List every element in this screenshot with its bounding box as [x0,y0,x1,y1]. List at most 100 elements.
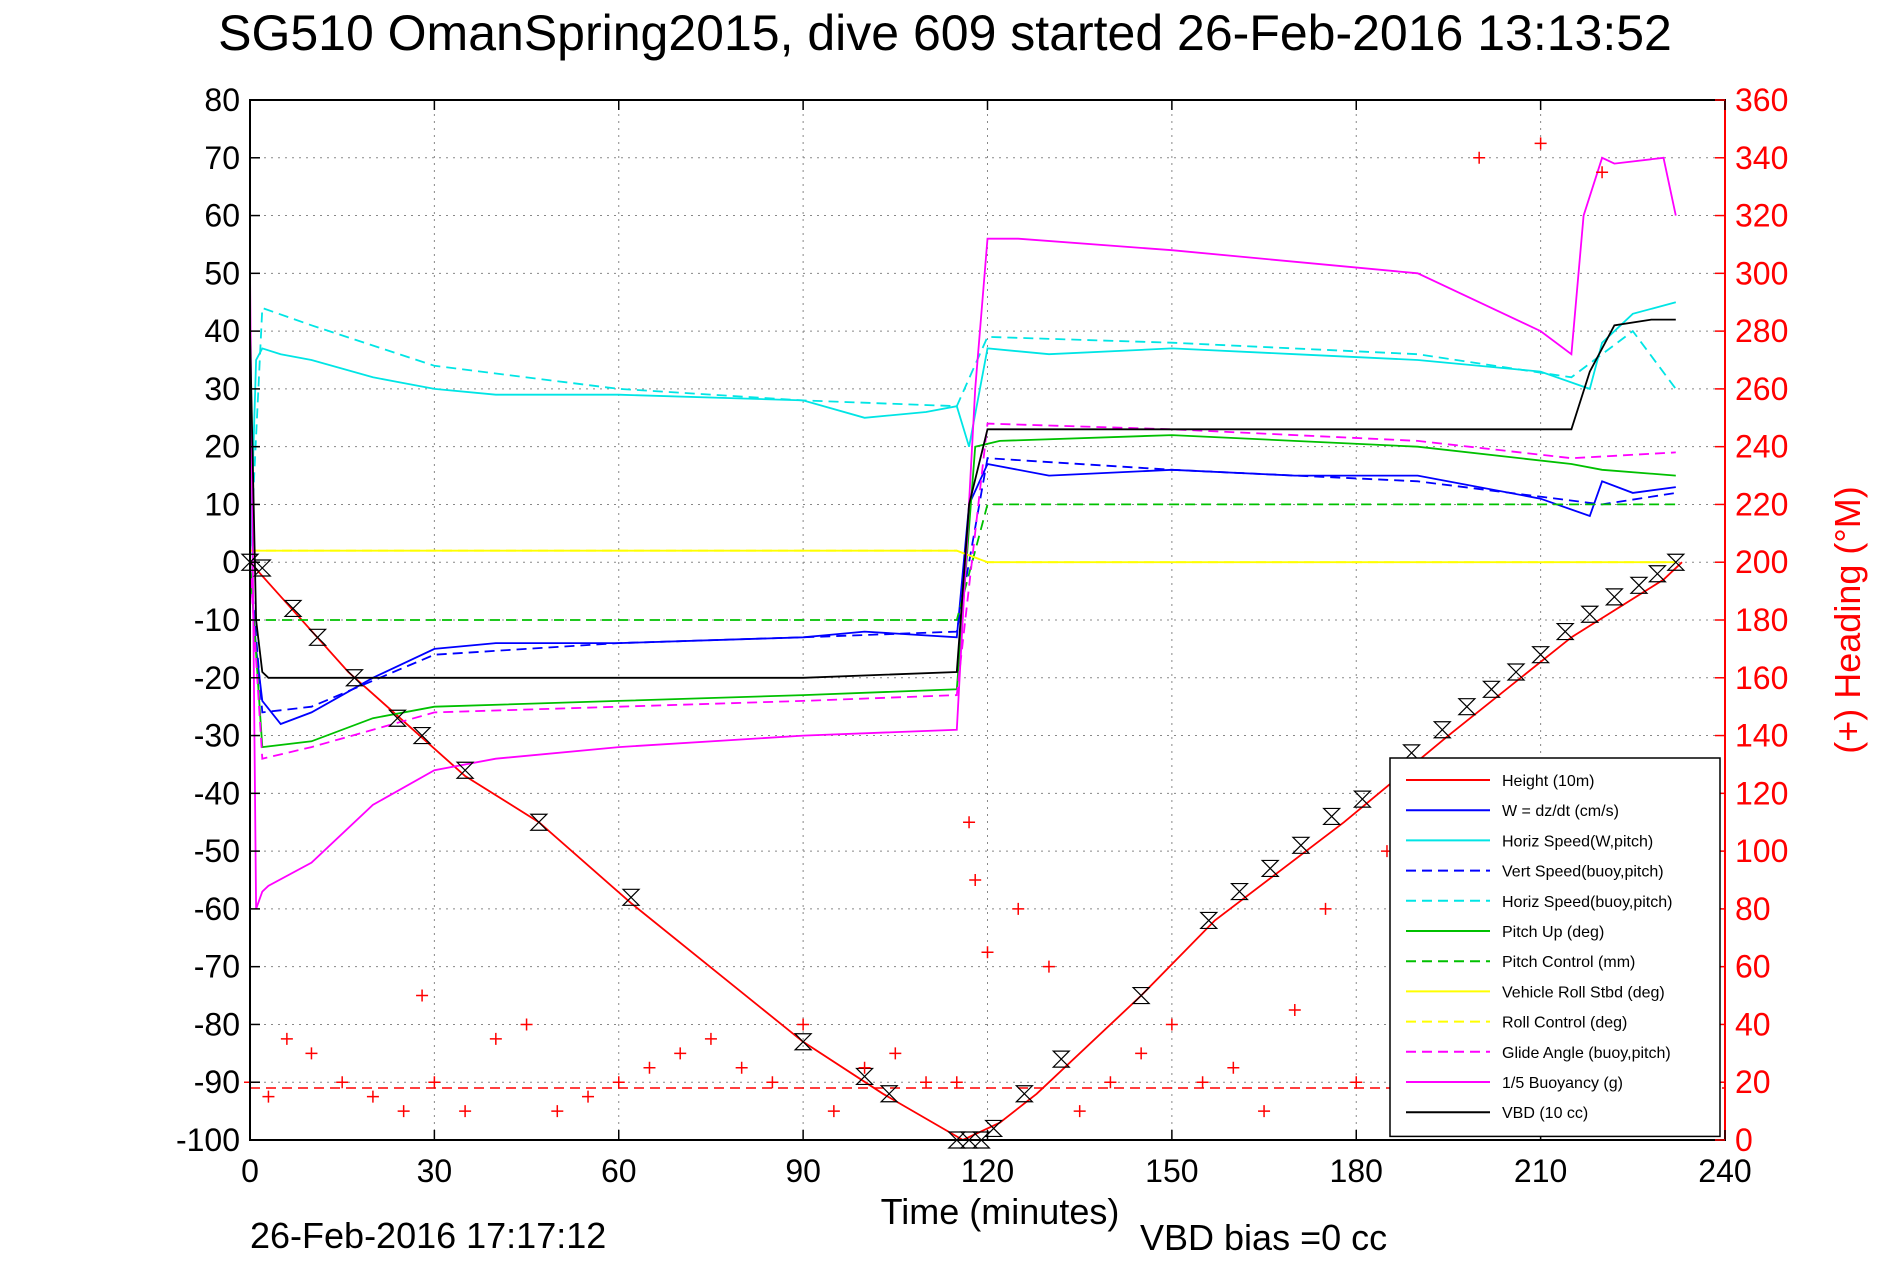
legend-label: Horiz Speed(W,pitch) [1502,833,1653,850]
heading-point [366,1090,379,1103]
heading-point [305,1047,318,1060]
legend-label: Height (10m) [1502,773,1594,790]
x-tick-label: 60 [601,1153,637,1189]
heading-point [1596,166,1609,179]
heading-point [643,1061,656,1074]
heading-point [1288,1004,1301,1016]
heading-point [963,816,976,829]
y-tick-label-left: -100 [176,1122,240,1158]
series-line [250,503,1676,621]
series-line [249,561,1683,1142]
height-marker [1555,622,1575,641]
x-tick-label: 0 [241,1153,259,1189]
heading-point [416,989,429,1002]
height-marker [1432,721,1452,739]
height-marker [984,1119,1004,1138]
heading-point [1135,1047,1148,1060]
height-marker [1580,605,1600,623]
y-tick-label-left: 40 [204,313,240,349]
series-layer [240,137,1725,1149]
heading-point [582,1090,595,1103]
chart-title: SG510 OmanSpring2015, dive 609 started 2… [218,5,1672,61]
y-tick-label-left: -60 [194,891,240,927]
heading-point [1350,1076,1363,1089]
y-tick-label-left: -40 [194,775,240,811]
height-marker [1482,680,1501,698]
height-marker [1131,986,1151,1005]
heading-point [1165,1018,1178,1031]
heading-point [612,1076,625,1089]
y-tick-label-left: -50 [194,833,240,869]
height-marker [1604,588,1624,606]
heading-point [551,1105,564,1118]
y-ticks-left: 80 70 60 50 40 30 20 10 0 -10 -20 -30 -40 -50 -60 -70 -8… [176,82,260,1158]
height-marker [308,628,328,646]
y-tick-label-left: 70 [204,140,240,176]
y-tick-label-right: 100 [1735,833,1788,869]
legend-label: Pitch Up (deg) [1502,924,1604,941]
x-tick-label: 180 [1330,1153,1383,1189]
y-tick-label-right: 80 [1735,891,1771,927]
y-tick-label-right: 120 [1735,775,1788,811]
heading-point [1012,902,1025,915]
height-marker [971,1131,991,1149]
heading-point [1042,960,1055,973]
x-tick-label: 240 [1698,1153,1751,1189]
heading-point [1473,151,1486,164]
height-marker [252,559,272,577]
legend-label: W = dz/dt (cm/s) [1502,803,1619,820]
height-marker [1291,836,1311,854]
heading-point [489,1032,502,1045]
y-tick-label-right: 260 [1735,371,1788,407]
height-marker [1230,882,1249,901]
y-tick-label-right: 220 [1735,486,1788,522]
height-marker [1629,576,1649,594]
height-marker [1457,698,1477,716]
legend-label: Roll Control (deg) [1502,1015,1627,1032]
x-axis-label: Time (minutes) [881,1191,1120,1232]
heading-point [1227,1061,1240,1074]
y-tick-label-left: 0 [222,544,240,580]
series-line [250,549,1676,564]
heading-point [280,1032,293,1045]
height-marker [1352,790,1372,808]
heading-point [262,1090,275,1103]
height-marker [1531,646,1551,664]
height-marker [1506,663,1526,681]
y-tick-label-left: -30 [194,718,240,754]
heading-point [674,1047,687,1060]
y-tick-label-left: -70 [194,949,240,985]
heading-point [428,1076,441,1089]
heading-point [797,1018,810,1031]
y-tick-label-left: -10 [194,602,240,638]
legend-label: Vehicle Roll Stbd (deg) [1502,984,1665,1001]
heading-point [827,1105,840,1118]
heading-point [336,1076,349,1089]
y-tick-label-right: 200 [1735,544,1788,580]
y-tick-label-left: -20 [194,660,240,696]
series-line [249,156,1677,910]
heading-point [1104,1076,1117,1089]
heading-point [889,1047,902,1060]
height-marker [240,553,260,571]
y-tick-label-right: 60 [1735,949,1771,985]
heading-point [397,1105,410,1118]
height-marker [412,726,432,745]
y-tick-label-left: 50 [204,255,240,291]
y-tick-label-right: 280 [1735,313,1788,349]
x-tick-label: 150 [1145,1153,1198,1189]
height-marker [388,709,407,727]
y-tick-label-left: -80 [194,1006,240,1042]
series-line [249,422,1676,760]
height-marker [1199,911,1219,930]
height-marker [455,761,475,779]
heading-point [858,1061,871,1074]
legend-box [1389,757,1721,1138]
series-line [249,301,1677,563]
legend-label: 1/5 Buoyancy (g) [1502,1075,1623,1092]
height-marker [1647,565,1667,583]
legend-label: VBD (10 cc) [1502,1105,1588,1122]
x-tick-label: 210 [1514,1153,1567,1189]
y-tick-label-right: 140 [1735,718,1788,754]
